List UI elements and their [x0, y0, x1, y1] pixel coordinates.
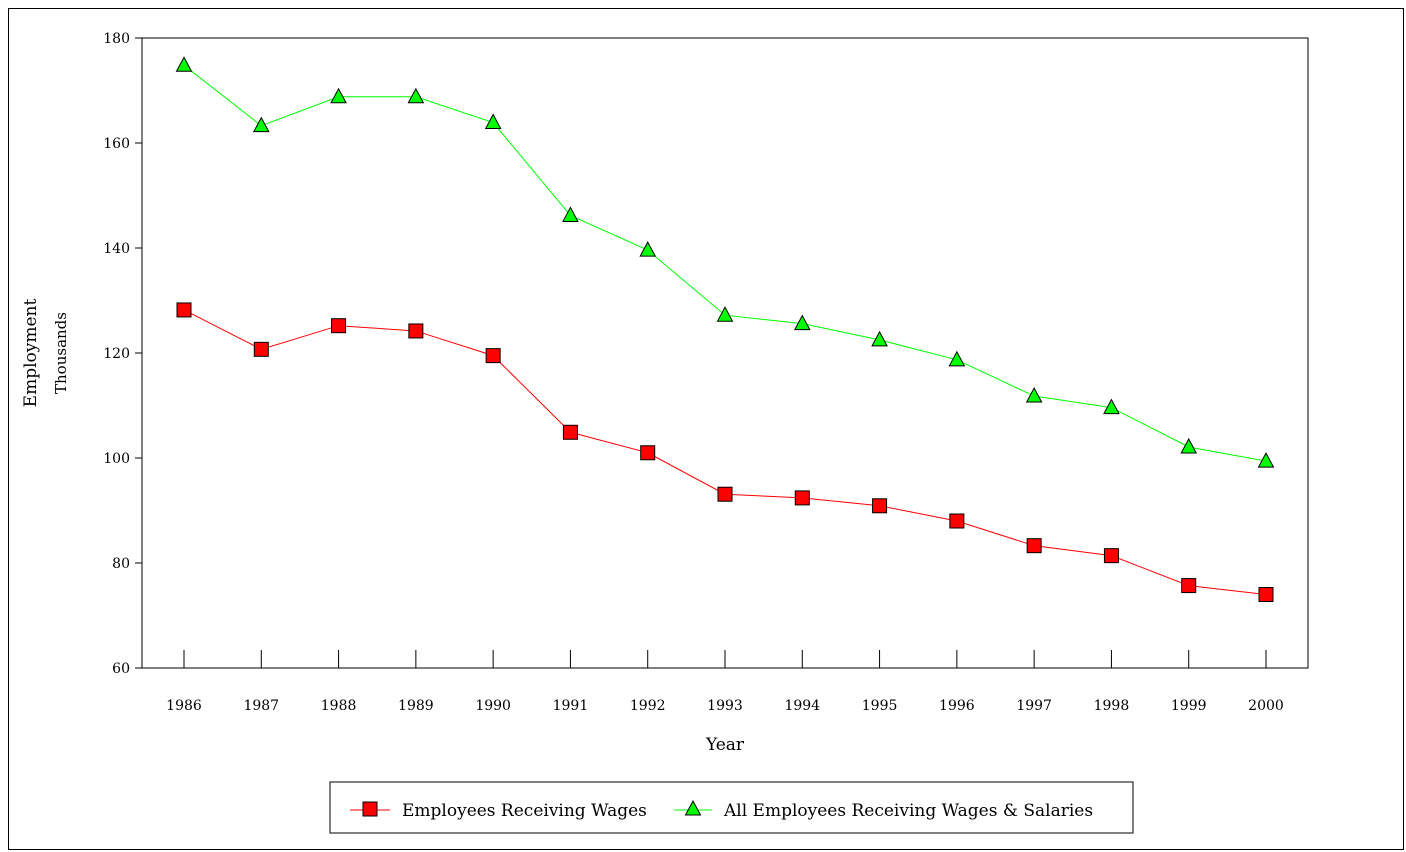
y-tick-label: 160 — [103, 136, 130, 152]
chart-frame — [8, 8, 1404, 850]
x-tick-label: 1998 — [1094, 698, 1130, 714]
y-axis: 60 80 100 120 140 160 180 — [103, 31, 142, 677]
x-tick-label: 1999 — [1171, 698, 1207, 714]
y-tick-label: 80 — [112, 556, 130, 572]
data-point — [562, 206, 579, 222]
data-point — [1026, 538, 1042, 554]
plot-area — [141, 37, 1309, 669]
x-tick-label: 1997 — [1016, 698, 1052, 714]
x-tick-label: 1993 — [707, 698, 743, 714]
data-point — [716, 306, 734, 322]
x-tick-label: 1987 — [243, 698, 279, 714]
legend-item: All Employees Receiving Wages & Salaries — [674, 799, 1093, 821]
y-tick-label: 180 — [103, 31, 130, 47]
data-point — [1258, 587, 1274, 602]
y-tick-label: 140 — [103, 241, 130, 257]
series-line — [183, 64, 1267, 462]
y-tick-label: 100 — [103, 451, 130, 467]
data-point — [330, 87, 347, 104]
data-point — [717, 486, 733, 502]
x-axis: 1986 1987 1988 1989 1990 1991 1992 1993 1994 1995… — [166, 650, 1284, 714]
data-point — [408, 323, 424, 339]
series-layer — [175, 56, 1275, 602]
series-employees-receiving-wages — [176, 302, 1274, 602]
legend-marker — [684, 799, 702, 816]
data-point — [1181, 578, 1197, 594]
data-point — [484, 113, 502, 130]
data-point — [253, 341, 269, 357]
y-axis-title: Employment — [21, 299, 41, 408]
data-point — [872, 498, 888, 514]
data-point — [1025, 386, 1043, 403]
y-axis-subtitle: Thousands — [52, 312, 70, 394]
x-tick-label: 1990 — [475, 698, 511, 714]
x-tick-label: 1991 — [553, 698, 589, 714]
y-tick-label: 120 — [103, 346, 130, 362]
x-tick-label: 2000 — [1248, 698, 1284, 714]
legend-label: Employees Receiving Wages — [402, 801, 647, 821]
data-point — [176, 302, 192, 318]
data-point — [252, 116, 270, 133]
data-point — [948, 350, 966, 367]
data-point — [794, 490, 810, 506]
data-point — [562, 424, 578, 440]
series-all-employees-wages-salaries — [175, 56, 1275, 468]
data-point — [407, 87, 425, 104]
x-tick-label: 1986 — [166, 698, 202, 714]
data-point — [175, 56, 193, 72]
x-tick-label: 1995 — [862, 698, 898, 714]
x-tick-label: 1989 — [398, 698, 434, 714]
data-point — [793, 314, 811, 331]
data-point — [485, 348, 501, 364]
x-tick-label: 1988 — [321, 698, 357, 714]
data-point — [639, 241, 657, 257]
data-point — [331, 318, 347, 334]
legend-item: Employees Receiving Wages — [350, 801, 647, 821]
legend-box — [329, 781, 1134, 834]
legend: Employees Receiving Wages All Employees R… — [329, 781, 1134, 834]
data-point — [871, 330, 888, 347]
legend-marker — [362, 801, 378, 817]
data-point — [640, 445, 656, 461]
series-line — [183, 309, 1267, 595]
x-tick-label: 1994 — [784, 698, 820, 714]
data-point — [1180, 437, 1198, 454]
legend-label: All Employees Receiving Wages & Salaries — [723, 801, 1093, 821]
x-tick-label: 1996 — [939, 698, 975, 714]
data-point — [1103, 398, 1120, 415]
data-point — [949, 513, 965, 529]
x-tick-label: 1992 — [630, 698, 666, 714]
data-point — [1103, 548, 1119, 564]
x-axis-title: Year — [705, 735, 745, 755]
data-point — [1257, 452, 1275, 468]
y-tick-label: 60 — [112, 661, 130, 677]
